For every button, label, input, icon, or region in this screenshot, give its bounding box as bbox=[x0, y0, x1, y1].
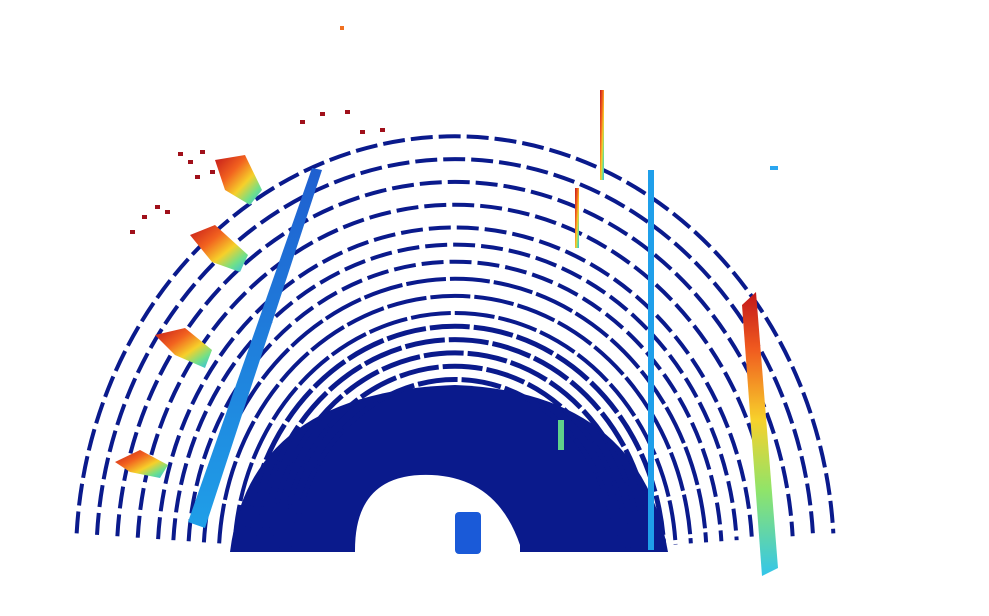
ground-ring bbox=[156, 225, 754, 540]
sparse-red-points bbox=[130, 110, 385, 234]
ground-ring bbox=[217, 293, 693, 544]
red-point bbox=[300, 120, 305, 124]
ground-ring bbox=[95, 157, 815, 535]
red-point bbox=[195, 175, 200, 179]
red-point bbox=[380, 128, 385, 132]
tree-cluster bbox=[115, 450, 168, 478]
ground-ring bbox=[232, 311, 678, 545]
red-point bbox=[165, 210, 170, 214]
red-point bbox=[360, 130, 365, 134]
right-pole-wall bbox=[648, 170, 654, 550]
left-trees bbox=[115, 155, 262, 478]
red-point bbox=[130, 230, 135, 234]
red-point bbox=[142, 215, 147, 219]
sign-pole bbox=[600, 90, 604, 180]
ground-ring bbox=[135, 202, 775, 538]
tall-right-wall bbox=[742, 292, 778, 576]
sign-pole bbox=[558, 420, 564, 450]
left-wall bbox=[188, 168, 322, 528]
red-point bbox=[188, 160, 193, 164]
ground-ring bbox=[115, 179, 795, 537]
ground-ring bbox=[171, 242, 739, 541]
ego-vehicle bbox=[455, 512, 481, 554]
ground-ring bbox=[291, 377, 619, 549]
ground-ring bbox=[279, 363, 631, 548]
red-point bbox=[155, 205, 160, 209]
ground-ring bbox=[243, 323, 667, 546]
ground-ring bbox=[74, 134, 836, 534]
tree-cluster bbox=[215, 155, 262, 205]
red-point bbox=[200, 150, 205, 154]
ground-ring bbox=[186, 259, 724, 542]
ground-ring bbox=[267, 350, 643, 548]
ground-ring bbox=[255, 337, 655, 547]
red-point bbox=[210, 170, 215, 174]
red-point bbox=[345, 110, 350, 114]
red-point bbox=[178, 152, 183, 156]
ground-ring bbox=[201, 276, 709, 543]
sign-pole bbox=[575, 188, 579, 248]
tree-cluster bbox=[155, 328, 212, 368]
far-point bbox=[770, 166, 778, 170]
far-point bbox=[340, 26, 344, 30]
tree-cluster bbox=[190, 225, 248, 272]
red-point bbox=[320, 112, 325, 116]
